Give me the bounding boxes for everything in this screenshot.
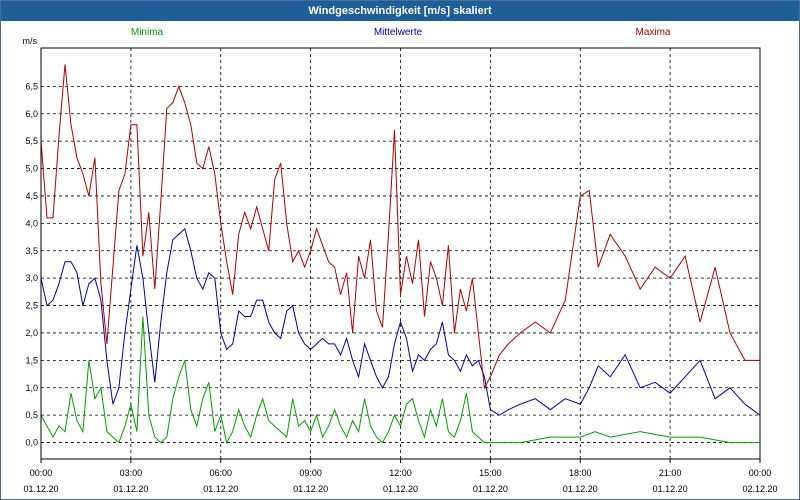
- x-tick-date: 01.12.20: [563, 484, 598, 494]
- x-tick-date: 01.12.20: [113, 484, 148, 494]
- x-tick-time: 12:00: [389, 468, 412, 478]
- x-tick-time: 18:00: [569, 468, 592, 478]
- y-tick-label: 0,0: [25, 438, 38, 448]
- y-tick-label: 3,0: [25, 273, 38, 283]
- x-tick-date: 01.12.20: [383, 484, 418, 494]
- axes: 0,0 0,5 1,0 1,5 2,0 2,5 3,0 3,5 4,0 4,5 5,0 5,5 6,0 6…: [23, 36, 778, 494]
- y-tick-label: 5,0: [25, 164, 38, 174]
- y-axis-label: m/s: [23, 36, 38, 46]
- y-tick-label: 3,5: [25, 246, 38, 256]
- x-tick-date: 01.12.20: [23, 484, 58, 494]
- legend-mittelwerte: Mittelwerte: [374, 27, 423, 38]
- y-tick-label: 6,0: [25, 109, 38, 119]
- wind-speed-chart: 0,0 0,5 1,0 1,5 2,0 2,5 3,0 3,5 4,0 4,5 5,0 5,5 6,0 6…: [23, 27, 778, 494]
- y-tick-label: 4,5: [25, 191, 38, 201]
- y-tick-label: 4,0: [25, 218, 38, 228]
- maxima-line: [40, 64, 760, 390]
- x-tick-date: 01.12.20: [473, 484, 508, 494]
- x-tick-time: 06:00: [209, 468, 232, 478]
- y-tick-label: 6,5: [25, 81, 38, 91]
- series-lines: [40, 64, 761, 445]
- x-tick-date: 01.12.20: [293, 484, 328, 494]
- legend: Minima Mittelwerte Maxima: [131, 27, 671, 38]
- x-tick-time: 03:00: [120, 468, 143, 478]
- x-tick-date: 01.12.20: [653, 484, 688, 494]
- x-tick-time: 00:00: [749, 468, 772, 478]
- minima-line: [40, 316, 760, 445]
- window-title: Windgeschwindigkeit [m/s] skaliert: [1, 1, 799, 21]
- y-tick-label: 2,5: [25, 301, 38, 311]
- grid: [41, 48, 760, 459]
- x-tick-time: 15:00: [479, 468, 502, 478]
- x-tick-date: 02.12.20: [742, 484, 777, 494]
- y-tick-label: 1,5: [25, 355, 38, 365]
- y-tick-label: 0,5: [25, 410, 38, 420]
- x-tick-time: 00:00: [30, 468, 53, 478]
- y-tick-label: 5,5: [25, 136, 38, 146]
- y-tick-label: 1,0: [25, 383, 38, 393]
- x-tick-time: 21:00: [659, 468, 682, 478]
- legend-maxima: Maxima: [635, 27, 670, 38]
- x-tick-time: 09:00: [299, 468, 322, 478]
- legend-minima: Minima: [131, 27, 164, 38]
- y-tick-label: 2,0: [25, 328, 38, 338]
- x-tick-date: 01.12.20: [203, 484, 238, 494]
- mean-line: [40, 227, 761, 416]
